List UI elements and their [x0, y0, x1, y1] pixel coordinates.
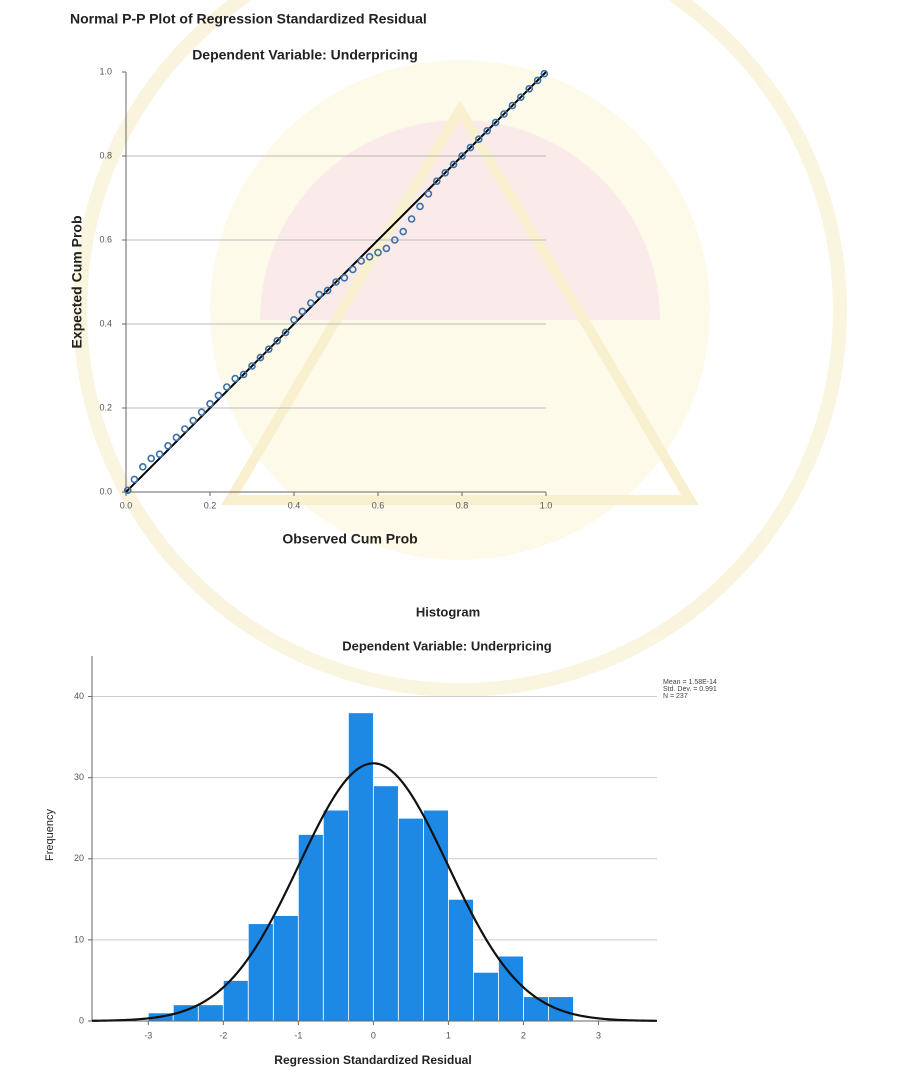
y-tick-label: 10	[74, 934, 84, 944]
point	[131, 476, 137, 482]
page: Normal P-P Plot of Regression Standardiz…	[0, 0, 915, 1075]
watermark	[80, 0, 840, 690]
bar	[548, 997, 573, 1021]
x-tick-label: 0.2	[204, 500, 217, 510]
x-axis-title: Observed Cum Prob	[282, 531, 417, 547]
bar	[498, 956, 523, 1021]
chart-subtitle: Dependent Variable: Underpricing	[342, 638, 552, 653]
y-tick-label: 0.4	[99, 318, 112, 328]
x-tick-label: 0.6	[372, 500, 385, 510]
bar	[348, 713, 373, 1021]
bar	[273, 916, 298, 1021]
bar	[398, 818, 423, 1021]
bar	[323, 810, 348, 1021]
x-tick-label: -1	[294, 1030, 302, 1040]
bar	[523, 997, 548, 1021]
x-axis-title: Regression Standardized Residual	[274, 1053, 471, 1067]
chart-title: Histogram	[416, 604, 480, 619]
stat-label: N = 237	[663, 693, 688, 700]
bar	[373, 786, 398, 1021]
point	[190, 418, 196, 424]
y-tick-label: 0	[79, 1015, 84, 1025]
y-tick-label: 1.0	[99, 66, 112, 76]
x-tick-label: 1	[446, 1030, 451, 1040]
point	[207, 401, 213, 407]
x-tick-label: 1.0	[540, 500, 553, 510]
point	[148, 455, 154, 461]
bar	[298, 834, 323, 1021]
document: Normal P-P Plot of Regression Standardiz…	[0, 0, 915, 1075]
x-tick-label: 0	[371, 1030, 376, 1040]
stat-label: Std. Dev. = 0.991	[663, 686, 717, 693]
bar	[198, 1005, 223, 1021]
x-tick-label: 0.4	[288, 500, 301, 510]
x-tick-label: 3	[596, 1030, 601, 1040]
y-tick-label: 0.6	[99, 234, 112, 244]
point	[182, 426, 188, 432]
chart-subtitle: Dependent Variable: Underpricing	[192, 47, 418, 63]
point	[215, 392, 221, 398]
y-tick-label: 40	[74, 691, 84, 701]
point	[199, 409, 205, 415]
y-tick-label: 30	[74, 772, 84, 782]
x-tick-label: -3	[144, 1030, 152, 1040]
y-axis-title: Expected Cum Prob	[69, 215, 85, 348]
x-tick-label: 0.8	[456, 500, 469, 510]
y-tick-label: 0.8	[99, 150, 112, 160]
y-tick-label: 0.0	[99, 486, 112, 496]
y-tick-label: 0.2	[99, 402, 112, 412]
bar	[473, 972, 498, 1021]
x-tick-label: 2	[521, 1030, 526, 1040]
point	[157, 451, 163, 457]
point	[140, 464, 146, 470]
bar	[223, 980, 248, 1021]
chart-title: Normal P-P Plot of Regression Standardiz…	[70, 11, 427, 27]
bar	[448, 899, 473, 1021]
point	[165, 443, 171, 449]
x-tick-label: -2	[219, 1030, 227, 1040]
y-tick-label: 20	[74, 853, 84, 863]
point	[173, 434, 179, 440]
x-tick-label: 0.0	[120, 500, 133, 510]
y-axis-title: Frequency	[44, 809, 56, 861]
stat-label: Mean = 1.58E-14	[663, 679, 717, 686]
